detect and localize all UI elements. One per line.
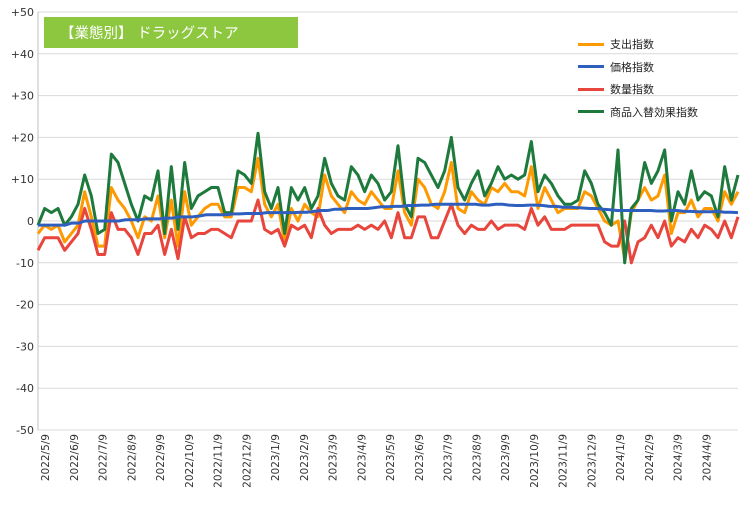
legend-swatch-price	[578, 65, 604, 69]
x-tick-label: 2023/3/9	[328, 434, 340, 481]
legend-label-price: 価格指数	[610, 60, 654, 74]
x-tick-label: 2022/6/9	[69, 434, 81, 481]
y-tick-label: 0	[27, 215, 34, 228]
y-tick-label: +10	[11, 173, 34, 186]
series-line-spending	[36, 156, 740, 261]
y-tick-label: -50	[16, 424, 34, 437]
x-tick-label: 2023/9/9	[500, 434, 512, 481]
x-tick-label: 2023/12/9	[586, 434, 598, 488]
legend-item-product-replacement: 商品入替効果指数	[578, 101, 698, 124]
x-tick-label: 2023/5/9	[385, 434, 397, 481]
x-tick-label: 2023/2/9	[299, 434, 311, 481]
series-line-product-replacement	[36, 131, 740, 265]
legend-item-spending: 支出指数	[578, 33, 698, 56]
legend-label-quantity: 数量指数	[610, 83, 654, 97]
x-tick-label: 2023/11/9	[558, 434, 570, 488]
x-tick-label: 2022/11/9	[213, 434, 225, 488]
legend-label-spending: 支出指数	[610, 38, 654, 52]
x-tick-label: 2023/6/9	[414, 434, 426, 481]
legend-item-price: 価格指数	[578, 56, 698, 79]
legend: 支出指数 価格指数 数量指数 商品入替効果指数	[578, 33, 698, 123]
legend-swatch-quantity	[578, 87, 604, 91]
x-tick-label: 2023/10/9	[529, 434, 541, 488]
x-tick-label: 2022/8/9	[126, 434, 138, 481]
x-tick-label: 2024/3/9	[673, 434, 685, 481]
x-tick-label: 2024/1/9	[615, 434, 627, 481]
x-tick-label: 2023/7/9	[443, 434, 455, 481]
x-tick-label: 2023/8/9	[471, 434, 483, 481]
y-axis-ticks: +50 +40 +30 +20 +10 0 -10 -20 -30 -40 -50	[11, 6, 34, 437]
x-axis-ticks: 2022/5/9 2022/6/9 2022/7/9 2022/8/9 2022/9/9…	[40, 434, 713, 488]
x-tick-label: 2022/10/9	[184, 434, 196, 488]
x-tick-label: 2023/4/9	[356, 434, 368, 481]
y-tick-label: +20	[11, 131, 34, 144]
legend-label-product-replacement: 商品入替効果指数	[610, 105, 698, 119]
y-tick-label: +30	[11, 90, 34, 103]
legend-swatch-spending	[578, 42, 604, 46]
x-tick-label: 2024/2/9	[644, 434, 656, 481]
x-tick-label: 2022/12/9	[241, 434, 253, 488]
legend-swatch-product-replacement	[578, 110, 604, 114]
y-tick-label: -30	[16, 340, 34, 353]
grid-lines	[37, 11, 738, 431]
x-tick-label: 2022/7/9	[98, 434, 110, 481]
y-tick-label: +40	[11, 48, 34, 61]
series-lines	[36, 131, 740, 265]
y-tick-label: -40	[16, 382, 34, 395]
x-tick-label: 2024/4/9	[701, 434, 713, 481]
y-tick-label: -20	[16, 299, 34, 312]
x-tick-label: 2023/1/9	[270, 434, 282, 481]
legend-item-quantity: 数量指数	[578, 78, 698, 101]
series-line-price	[38, 202, 739, 227]
y-tick-label: -10	[16, 257, 34, 270]
series-line-quantity	[36, 198, 740, 265]
x-tick-label: 2022/5/9	[40, 434, 52, 481]
y-tick-label: +50	[11, 6, 34, 19]
x-tick-label: 2022/9/9	[155, 434, 167, 481]
chart-title: 【業態別】 ドラッグストア	[44, 17, 298, 48]
